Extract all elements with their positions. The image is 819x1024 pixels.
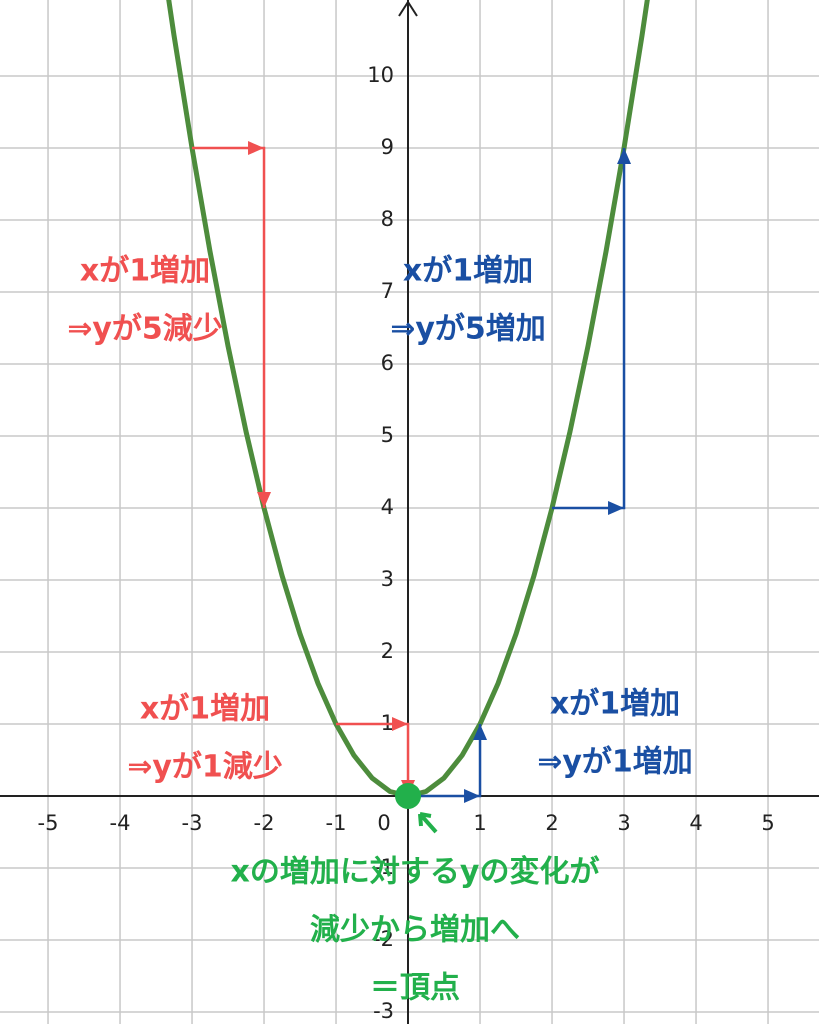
x-tick-label: 1: [473, 811, 486, 835]
y-tick-label: -3: [373, 999, 394, 1023]
annotation: 減少から増加へ: [310, 913, 520, 948]
annotation: xが1増加: [80, 254, 210, 289]
y-tick-label: -2: [373, 927, 394, 951]
arrow-head: [473, 723, 488, 740]
y-tick-label: 9: [381, 135, 394, 159]
arrow-head: [248, 141, 265, 156]
annotation: xが1増加: [140, 692, 270, 727]
x-tick-label: -1: [326, 811, 347, 835]
arrow-head: [464, 788, 481, 803]
vertex-point: [395, 782, 422, 809]
x-tick-label: 0: [377, 811, 390, 835]
annotation: ＝頂点: [370, 971, 460, 1006]
y-tick-label: 7: [381, 279, 394, 303]
y-tick-label: 8: [381, 207, 394, 231]
x-tick-label: -5: [38, 811, 59, 835]
x-tick-label: -2: [254, 811, 275, 835]
y-tick-label: 4: [381, 495, 394, 519]
arrow-head: [608, 501, 625, 516]
annotation: ⇒yが5増加: [390, 312, 546, 347]
annotation: xが1増加: [403, 254, 533, 289]
annotation: ⇒yが1増加: [537, 745, 693, 780]
x-tick-label: -3: [182, 811, 203, 835]
y-tick-label: 6: [381, 351, 394, 375]
x-tick-label: 5: [761, 811, 774, 835]
arrow-head: [257, 492, 272, 509]
y-axis-arrow: [398, 0, 418, 17]
y-tick-label: 10: [367, 63, 394, 87]
x-tick-label: 2: [545, 811, 558, 835]
y-tick-label: 3: [381, 567, 394, 591]
y-tick-label: 2: [381, 639, 394, 663]
annotation: xの増加に対するyの変化が: [231, 855, 600, 890]
y-tick-label: -1: [373, 855, 394, 879]
vertex-pointer: [418, 812, 438, 834]
annotation: ⇒yが1減少: [127, 750, 283, 785]
x-tick-label: 4: [689, 811, 702, 835]
arrow-head: [392, 716, 409, 731]
change-arrow: [336, 722, 410, 796]
x-tick-label: 3: [617, 811, 630, 835]
change-arrow: [408, 723, 482, 798]
arrow-head: [617, 148, 632, 165]
annotation: ⇒yが5減少: [67, 312, 223, 347]
y-tick-label: 5: [381, 423, 394, 447]
annotation: xが1増加: [550, 687, 680, 722]
x-tick-label: -4: [110, 811, 131, 835]
